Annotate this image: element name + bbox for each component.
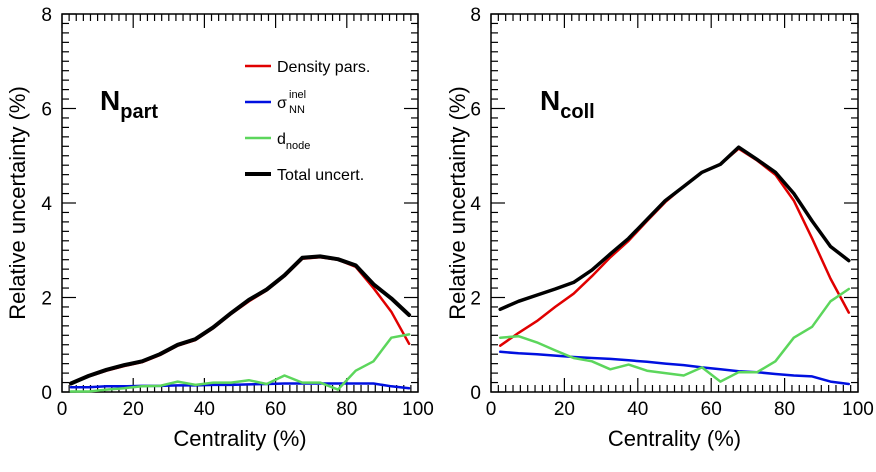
panel-label-sub: part	[120, 101, 158, 123]
panel-label-sub: coll	[560, 101, 594, 123]
x-tick-label: 40	[627, 399, 648, 420]
x-axis-title: Centrality (%)	[173, 426, 306, 451]
y-tick-label: 0	[41, 383, 52, 404]
legend-label-main: d	[277, 131, 286, 148]
panel-label-main: N	[540, 85, 560, 116]
y-axis-title: Relative uncertainty (%)	[5, 86, 30, 320]
y-tick-label: 6	[470, 100, 481, 121]
x-tick-label: 80	[336, 399, 357, 420]
y-tick-label: 8	[41, 5, 52, 26]
series-line-2	[69, 333, 411, 393]
plot-frame	[490, 13, 859, 393]
series-line-0	[498, 147, 851, 347]
y-axis-title: Relative uncertainty (%)	[445, 86, 470, 320]
y-tick-label: 2	[470, 289, 481, 310]
panel-label-main: N	[100, 85, 120, 116]
x-tick-label: 100	[402, 399, 434, 420]
y-tick-label: 2	[41, 289, 52, 310]
x-tick-label: 0	[57, 399, 68, 420]
y-tick-label: 8	[470, 5, 481, 26]
series-line-3	[498, 145, 851, 312]
x-axis-title: Centrality (%)	[608, 426, 741, 451]
legend-label: σ inel NN	[277, 89, 306, 116]
x-tick-label: 100	[842, 399, 874, 420]
x-tick-label: 80	[774, 399, 795, 420]
legend-label: Total uncert.	[277, 167, 364, 184]
x-tick-label: 0	[486, 399, 497, 420]
legend-label-main: Total uncert.	[277, 167, 364, 184]
legend-label-sub: NN	[289, 104, 305, 116]
panel-label: Npart	[100, 85, 158, 123]
legend-label-main: Density pars.	[277, 59, 370, 76]
legend-label: dnode	[277, 131, 310, 152]
x-tick-label: 60	[701, 399, 722, 420]
x-tick-label: 60	[265, 399, 286, 420]
series-line-1	[69, 382, 411, 390]
legend-label-main: σ	[277, 95, 287, 112]
panel-ncoll: 0 20 40 60 80 100 0 2 4 6 8 Centrality (%) Relative …	[445, 5, 874, 451]
legend: Density pars. σ inel NN dnode Total uncert.	[245, 59, 370, 184]
legend-label: Density pars.	[277, 59, 370, 76]
legend-label-sub: node	[286, 140, 310, 152]
legend-label-sup: inel	[289, 89, 306, 101]
x-tick-label: 20	[554, 399, 575, 420]
y-tick-label: 4	[41, 194, 52, 215]
series-line-3	[68, 254, 412, 386]
y-tick-label: 6	[41, 100, 52, 121]
panel-npart: 0 20 40 60 80 100 0 2 4 6 8 Centrality (%) Relative …	[5, 5, 434, 451]
series-line-2	[498, 287, 851, 383]
y-tick-label: 0	[470, 383, 481, 404]
panel-label: Ncoll	[540, 85, 595, 123]
y-tick-label: 4	[470, 194, 481, 215]
x-tick-label: 20	[123, 399, 144, 420]
x-tick-label: 40	[194, 399, 215, 420]
series-line-1	[498, 350, 851, 386]
